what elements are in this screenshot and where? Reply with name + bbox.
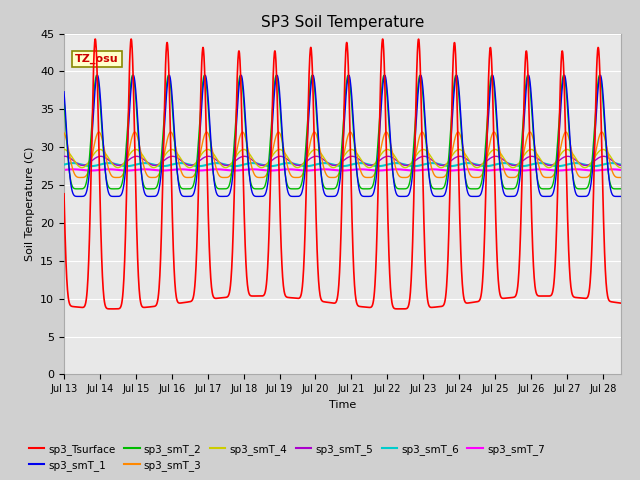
- Text: TZ_osu: TZ_osu: [75, 54, 119, 64]
- Y-axis label: Soil Temperature (C): Soil Temperature (C): [24, 147, 35, 261]
- Legend: sp3_Tsurface, sp3_smT_1, sp3_smT_2, sp3_smT_3, sp3_smT_4, sp3_smT_5, sp3_smT_6, : sp3_Tsurface, sp3_smT_1, sp3_smT_2, sp3_…: [24, 439, 549, 475]
- X-axis label: Time: Time: [329, 400, 356, 409]
- Title: SP3 Soil Temperature: SP3 Soil Temperature: [260, 15, 424, 30]
